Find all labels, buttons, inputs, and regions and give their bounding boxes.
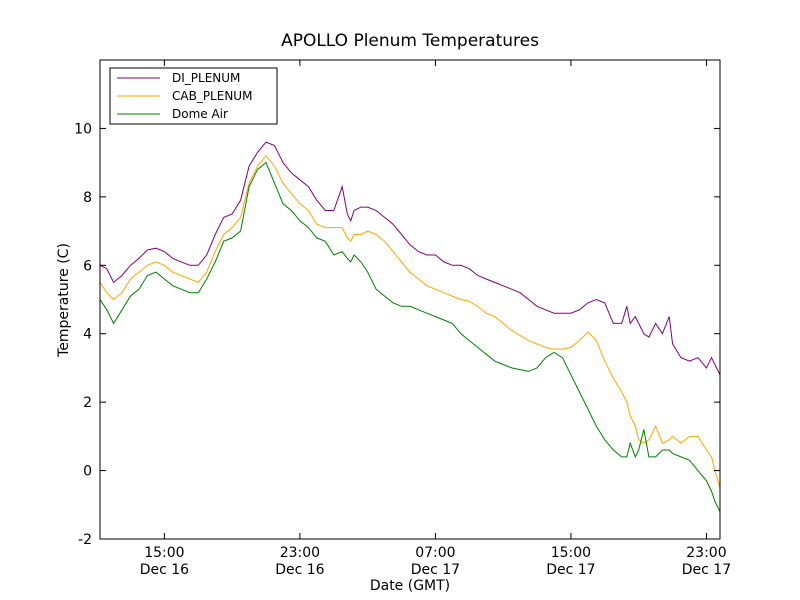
legend-label-di-plenum: DI_PLENUM (172, 71, 240, 85)
series-line-cab-plenum (99, 155, 721, 488)
x-tick-label-time: 15:00 (551, 545, 591, 561)
x-tick-label-time: 23:00 (686, 545, 726, 561)
x-tick-label-date: Dec 16 (275, 562, 324, 578)
x-tick-label-time: 15:00 (144, 545, 184, 561)
x-tick-label-date: Dec 17 (546, 562, 595, 578)
y-tick-label: 2 (83, 395, 92, 411)
y-tick-label: 0 (83, 464, 92, 480)
x-tick-label-date: Dec 17 (411, 562, 460, 578)
y-tick-label: 4 (83, 327, 92, 343)
x-tick-label-date: Dec 17 (682, 562, 731, 578)
legend-label-cab-plenum: CAB_PLENUM (172, 89, 252, 103)
y-tick-label: 6 (83, 258, 92, 274)
x-axis-label: Date (GMT) (370, 578, 450, 594)
y-axis-label: Temperature (C) (56, 243, 72, 358)
x-tick-label-time: 23:00 (280, 545, 320, 561)
x-tick-label-time: 07:00 (415, 545, 455, 561)
y-tick-label: 8 (83, 190, 92, 206)
y-tick-label: 10 (74, 121, 92, 137)
chart-title: APOLLO Plenum Temperatures (281, 31, 539, 51)
series-layer (99, 141, 721, 512)
series-line-dome-air (99, 161, 721, 512)
legend: DI_PLENUM CAB_PLENUM Dome Air (109, 67, 278, 125)
series-line-di-plenum (99, 141, 721, 376)
x-tick-label-date: Dec 16 (140, 562, 189, 578)
plot-frame (99, 59, 721, 540)
y-tick-label: -2 (78, 532, 92, 548)
plot-background (100, 60, 720, 539)
legend-label-dome-air: Dome Air (172, 107, 228, 121)
